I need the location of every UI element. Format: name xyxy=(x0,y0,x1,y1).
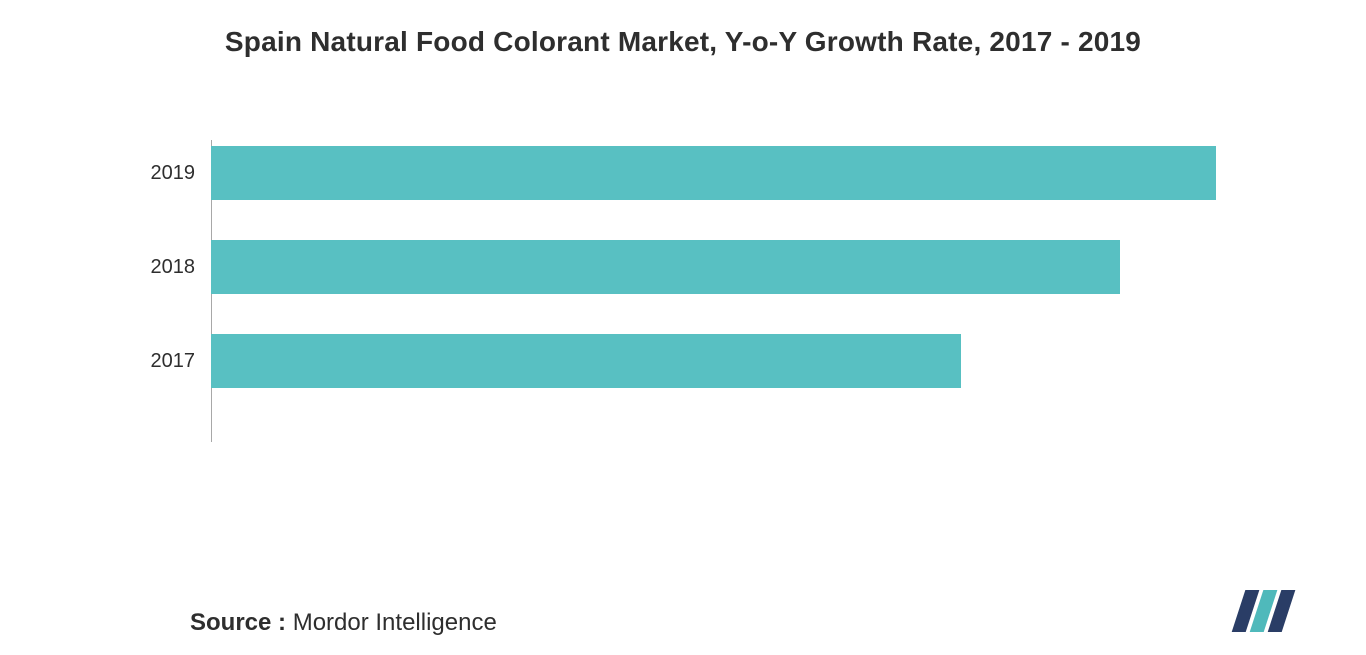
y-tick-label: 2018 xyxy=(143,256,203,279)
plot-area: 2019 2018 2017 xyxy=(143,146,1223,388)
y-tick-mark xyxy=(203,361,211,362)
bar-track xyxy=(211,240,1223,294)
bar-track xyxy=(211,334,1223,388)
y-tick-label: 2017 xyxy=(143,350,203,373)
bar-row: 2017 xyxy=(143,334,1223,388)
source-value: Mordor Intelligence xyxy=(293,609,497,636)
bar-row: 2019 xyxy=(143,146,1223,200)
mordor-logo-icon xyxy=(1228,588,1312,639)
bar-track xyxy=(211,146,1223,200)
chart-title: Spain Natural Food Colorant Market, Y-o-… xyxy=(40,26,1326,58)
bar-2019 xyxy=(211,146,1216,200)
bar-2017 xyxy=(211,334,961,388)
source-label: Source : xyxy=(190,609,286,636)
source-footer: Source : Mordor Intelligence xyxy=(190,609,497,637)
bar-2018 xyxy=(211,240,1120,294)
y-tick-label: 2019 xyxy=(143,162,203,185)
chart-container: Spain Natural Food Colorant Market, Y-o-… xyxy=(0,0,1366,655)
y-tick-mark xyxy=(203,173,211,174)
y-tick-mark xyxy=(203,267,211,268)
bar-row: 2018 xyxy=(143,240,1223,294)
